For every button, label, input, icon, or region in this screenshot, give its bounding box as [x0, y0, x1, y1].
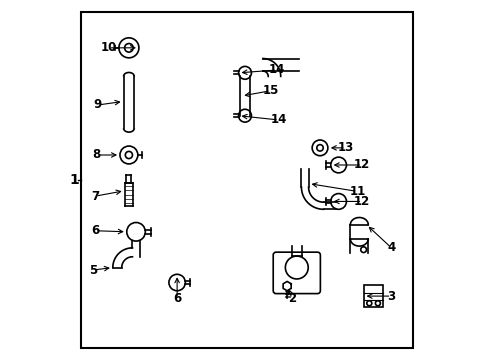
Text: 10: 10 [100, 41, 117, 54]
Text: 7: 7 [92, 190, 100, 203]
Text: 12: 12 [354, 195, 370, 208]
Text: 6: 6 [173, 292, 181, 305]
Text: 3: 3 [388, 289, 395, 303]
Text: 13: 13 [338, 141, 354, 154]
Text: 15: 15 [263, 84, 279, 97]
Text: 4: 4 [387, 241, 395, 255]
Text: 14: 14 [271, 113, 287, 126]
Text: 1: 1 [70, 173, 79, 187]
Text: 2: 2 [288, 292, 296, 305]
Text: 9: 9 [94, 99, 102, 112]
Bar [364, 285, 383, 307]
Text: 8: 8 [93, 148, 101, 162]
Text: 5: 5 [89, 264, 98, 276]
Text: 6: 6 [91, 224, 99, 237]
Text: 14: 14 [269, 63, 285, 76]
Text: 12: 12 [354, 158, 370, 171]
Text: 11: 11 [349, 185, 366, 198]
